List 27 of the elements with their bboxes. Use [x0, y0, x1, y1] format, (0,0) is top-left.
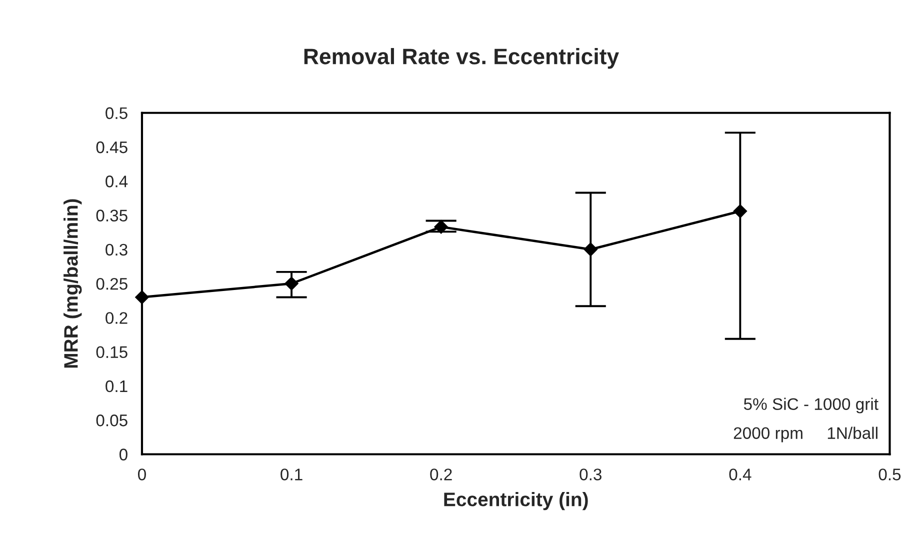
- annotation: 5% SiC - 1000 grit: [744, 398, 878, 414]
- y-tick-label: 0.5: [106, 107, 128, 120]
- x-tick-label: 0: [138, 468, 146, 480]
- y-axis-title: MRR (mg/ball/min): [64, 199, 82, 368]
- y-tick-label: 0.25: [96, 278, 128, 290]
- y-tick-label: 0.4: [106, 176, 128, 188]
- x-tick-label: 0.2: [430, 468, 452, 480]
- point: [284, 276, 298, 290]
- annotation: 2000 rpm 1N/ball: [734, 426, 878, 442]
- x-axis-title: Eccentricity (in): [444, 492, 588, 510]
- chart-title: Removal Rate vs. Eccentricity: [304, 48, 619, 69]
- y-tick-label: 0.3: [106, 244, 128, 256]
- point: [135, 290, 149, 304]
- y-tick-label: 0.45: [96, 141, 128, 154]
- y-tick-label: 0.15: [96, 346, 128, 358]
- y-tick-label: 0.05: [96, 414, 128, 426]
- y-tick-label: 0: [119, 448, 128, 460]
- point: [733, 204, 748, 218]
- y-tick-label: 0.1: [106, 380, 128, 392]
- x-tick-label: 0.3: [580, 468, 602, 480]
- x-tick-label: 0.1: [280, 468, 302, 480]
- point: [584, 242, 598, 256]
- y-tick-label: 0.2: [106, 312, 128, 324]
- x-tick-label: 0.5: [878, 468, 901, 480]
- y-tick-label: 0.35: [96, 210, 128, 222]
- point: [434, 220, 448, 234]
- x-tick-label: 0.4: [729, 468, 752, 480]
